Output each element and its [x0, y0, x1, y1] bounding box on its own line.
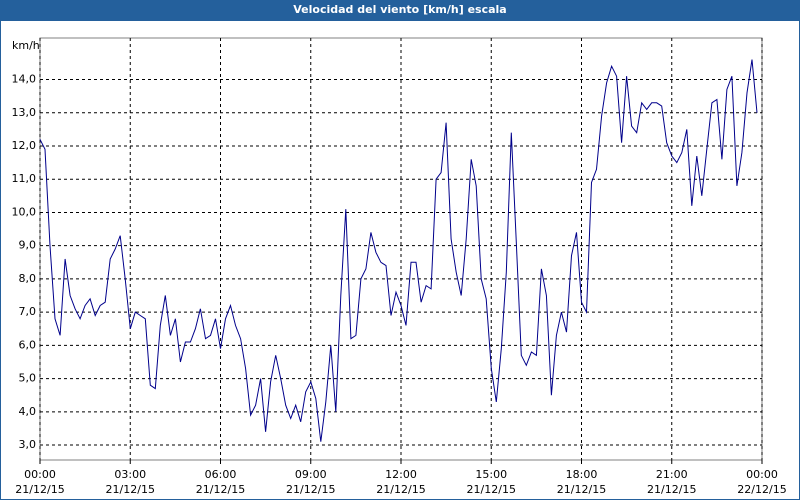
y-tick-label: 11,0 [12, 172, 37, 185]
x-tick-label: 00:00 21/12/15 [15, 468, 64, 496]
x-tick-label: 06:00 21/12/15 [196, 468, 245, 496]
y-tick-label: 10,0 [12, 205, 37, 218]
x-tick-label: 09:00 21/12/15 [286, 468, 335, 496]
x-tick-label: 12:00 21/12/15 [376, 468, 425, 496]
y-tick-label: 12,0 [12, 139, 37, 152]
x-tick-label: 21:00 21/12/15 [647, 468, 696, 496]
x-tick-label: 03:00 21/12/15 [106, 468, 155, 496]
y-tick-label: 4,0 [19, 405, 37, 418]
y-axis-unit: km/h [12, 39, 40, 52]
y-tick-label: 13,0 [12, 106, 37, 119]
y-tick-label: 3,0 [19, 438, 37, 451]
data-line [39, 59, 758, 442]
y-tick-label: 9,0 [19, 239, 37, 252]
y-tick-label: 7,0 [19, 305, 37, 318]
chart-title: Velocidad del viento [km/h] escala [293, 3, 506, 16]
x-tick-label: 18:00 21/12/15 [557, 468, 606, 496]
y-tick-label: 14,0 [12, 73, 37, 86]
y-tick-label: 5,0 [19, 372, 37, 385]
x-tick-label: 00:00 22/12/15 [737, 468, 786, 496]
x-tick-label: 15:00 21/12/15 [467, 468, 516, 496]
title-bar [0, 0, 800, 20]
y-tick-label: 6,0 [19, 338, 37, 351]
y-tick-label: 8,0 [19, 272, 37, 285]
